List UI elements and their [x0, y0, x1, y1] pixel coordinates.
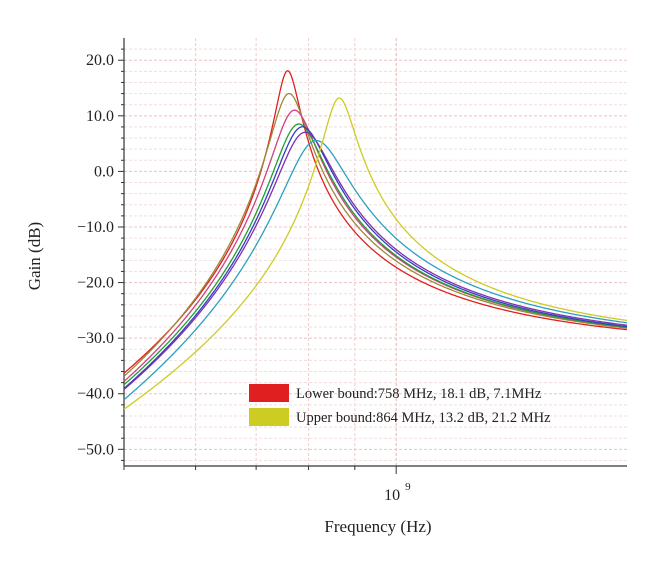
- legend-label: Lower bound:758 MHz, 18.1 dB, 7.1MHz: [296, 386, 542, 402]
- series-line: [123, 109, 628, 382]
- grid: [123, 38, 627, 466]
- x-tick-label-exponent: 9: [405, 481, 411, 493]
- series-line: [123, 126, 628, 389]
- y-tick-label: −10.0: [77, 219, 114, 236]
- y-tick-label: −50.0: [77, 441, 114, 458]
- y-axis-title: Gain (dB): [25, 222, 44, 290]
- series-line: [123, 139, 628, 401]
- series-line: [123, 123, 628, 386]
- legend-swatch: [249, 408, 289, 426]
- series-line: [123, 131, 628, 391]
- axes: [118, 38, 627, 474]
- y-tick-label: −30.0: [77, 330, 114, 347]
- y-tick-label: 20.0: [86, 52, 114, 69]
- series-group: [123, 70, 628, 410]
- x-tick-label: 10: [384, 487, 400, 504]
- y-tick-label: 10.0: [86, 108, 114, 125]
- series-line: [123, 92, 628, 377]
- legend-label: Upper bound:864 MHz, 13.2 dB, 21.2 MHz: [296, 410, 551, 426]
- legend: Lower bound:758 MHz, 18.1 dB, 7.1MHz Uppe…: [249, 384, 551, 426]
- y-tick-label: −20.0: [77, 275, 114, 292]
- y-tick-label: −40.0: [77, 386, 114, 403]
- legend-swatch: [249, 384, 289, 402]
- y-tick-label: 0.0: [94, 163, 114, 180]
- series-line: [123, 70, 628, 374]
- series-line: [123, 97, 628, 410]
- x-axis-title: Frequency (Hz): [324, 517, 431, 536]
- tick-labels: 20.0 10.0 0.0 −10.0 −20.0 −30.0 −40.0 −50.0 10 9: [77, 52, 411, 504]
